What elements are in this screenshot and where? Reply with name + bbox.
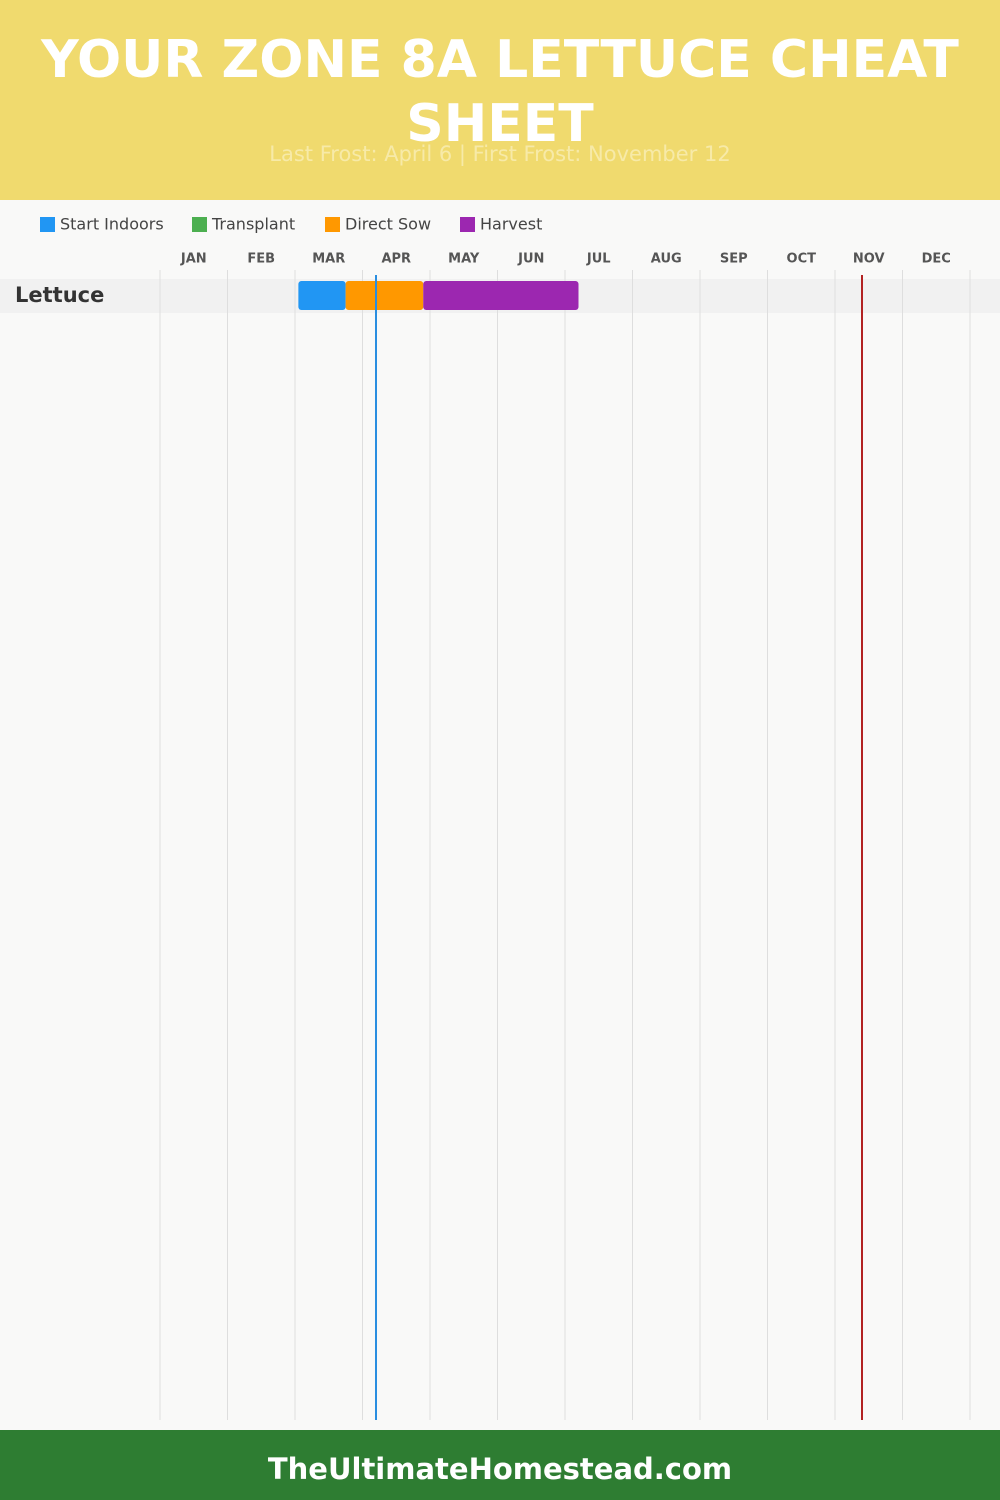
segment — [298, 281, 346, 310]
header-bg — [0, 0, 1000, 200]
subtitle: Last Frost: April 6 | First Frost: Novem… — [269, 142, 730, 167]
footer-bg — [0, 1430, 1000, 1500]
month-label: MAR — [312, 252, 345, 267]
month-label: JUN — [517, 252, 544, 267]
row-label: Lettuce — [15, 283, 104, 307]
month-label: SEP — [720, 252, 748, 267]
month-label: DEC — [922, 252, 951, 267]
month-label: NOV — [853, 252, 885, 267]
segment — [423, 281, 579, 310]
month-label: AUG — [651, 252, 682, 267]
legend-label: Start Indoors — [60, 215, 164, 234]
footer-text: TheUltimateHomestead.com — [268, 1452, 732, 1486]
title: YOUR ZONE 8A LETTUCE CHEAT SHEET — [40, 30, 959, 154]
month-label: JUL — [586, 252, 611, 267]
legend-swatch — [40, 217, 55, 232]
legend-label: Harvest — [480, 215, 542, 234]
legend-swatch — [325, 217, 340, 232]
legend-label: Direct Sow — [345, 215, 431, 234]
month-label: OCT — [787, 252, 817, 267]
month-label: FEB — [247, 252, 275, 267]
month-label: MAY — [448, 252, 480, 267]
month-label: APR — [381, 252, 411, 267]
legend-swatch — [192, 217, 207, 232]
month-label: JAN — [180, 252, 207, 267]
segment — [345, 281, 424, 310]
chart-bg — [0, 200, 1000, 1430]
legend-label: Transplant — [211, 215, 295, 234]
legend-swatch — [460, 217, 475, 232]
